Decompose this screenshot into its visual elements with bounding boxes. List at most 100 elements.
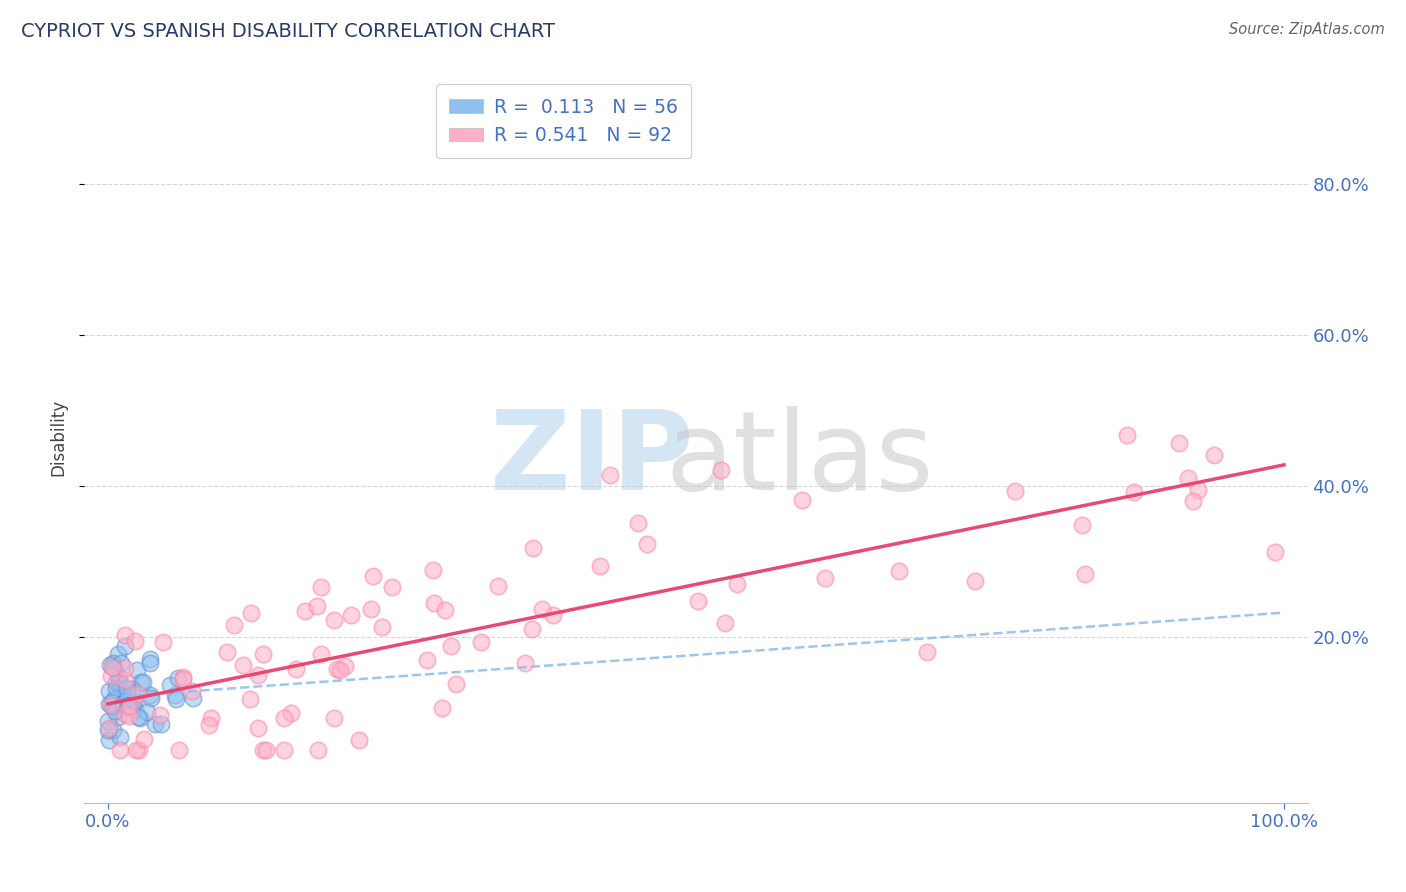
Point — [627, 516, 650, 530]
Point — [333, 658, 356, 673]
Point — [588, 559, 610, 574]
Point — [252, 743, 274, 757]
Point — [370, 620, 392, 634]
Point — [121, 695, 143, 709]
Point — [125, 663, 148, 677]
Point — [117, 701, 139, 715]
Point — [166, 671, 188, 685]
Point — [169, 743, 191, 757]
Point — [127, 687, 149, 701]
Point — [636, 537, 658, 551]
Point — [792, 492, 814, 507]
Point — [129, 675, 152, 690]
Legend:  — [689, 827, 703, 841]
Point — [725, 577, 748, 591]
Point — [108, 679, 131, 693]
Point — [1264, 545, 1286, 559]
Point — [273, 743, 295, 757]
Point — [103, 661, 125, 675]
Point — [513, 657, 536, 671]
Point — [339, 607, 361, 622]
Point — [423, 596, 446, 610]
Point — [254, 743, 277, 757]
Point — [120, 685, 142, 699]
Point — [101, 698, 124, 713]
Point — [104, 681, 127, 695]
Point — [381, 580, 404, 594]
Text: Source: ZipAtlas.com: Source: ZipAtlas.com — [1229, 22, 1385, 37]
Point — [107, 647, 129, 661]
Point — [139, 656, 162, 670]
Point — [101, 695, 124, 709]
Point — [98, 733, 121, 747]
Point — [103, 704, 125, 718]
Point — [181, 691, 204, 706]
Point — [347, 733, 370, 747]
Point — [97, 714, 120, 728]
Point — [108, 693, 131, 707]
Y-axis label: Disability: Disability — [49, 399, 67, 475]
Point — [105, 675, 128, 690]
Point — [108, 731, 131, 745]
Point — [1168, 436, 1191, 450]
Point — [440, 640, 463, 654]
Point — [143, 717, 166, 731]
Point — [1004, 483, 1026, 498]
Point — [1204, 448, 1226, 462]
Point — [101, 657, 124, 671]
Point — [110, 684, 132, 698]
Point — [114, 673, 136, 687]
Point — [139, 688, 162, 702]
Point — [887, 564, 910, 578]
Point — [117, 681, 139, 696]
Point — [285, 662, 308, 676]
Point — [433, 603, 456, 617]
Point — [246, 668, 269, 682]
Point — [100, 669, 122, 683]
Point — [152, 635, 174, 649]
Point — [121, 681, 143, 696]
Text: CYPRIOT VS SPANISH DISABILITY CORRELATION CHART: CYPRIOT VS SPANISH DISABILITY CORRELATIO… — [21, 22, 555, 41]
Point — [1074, 567, 1097, 582]
Point — [710, 463, 733, 477]
Point — [323, 613, 346, 627]
Point — [105, 698, 128, 713]
Point — [117, 682, 139, 697]
Point — [103, 692, 125, 706]
Point — [1187, 483, 1209, 497]
Point — [132, 674, 155, 689]
Point — [309, 647, 332, 661]
Point — [172, 672, 194, 686]
Point — [239, 691, 262, 706]
Point — [98, 697, 121, 711]
Point — [522, 622, 544, 636]
Point — [110, 657, 132, 671]
Point — [240, 606, 263, 620]
Point — [114, 661, 136, 675]
Point — [280, 706, 302, 721]
Point — [714, 615, 737, 630]
Point — [122, 695, 145, 709]
Point — [599, 468, 621, 483]
Point — [307, 599, 329, 614]
Point — [108, 670, 131, 684]
Point — [118, 699, 141, 714]
Point — [165, 688, 187, 702]
Point — [232, 657, 254, 672]
Point — [100, 698, 122, 712]
Point — [139, 690, 162, 705]
Point — [124, 633, 146, 648]
Point — [125, 743, 148, 757]
Point — [165, 692, 187, 706]
Point — [111, 697, 134, 711]
Point — [112, 697, 135, 711]
Point — [222, 618, 245, 632]
Point — [124, 702, 146, 716]
Text: ZIP: ZIP — [491, 406, 693, 513]
Point — [217, 645, 239, 659]
Point — [1123, 485, 1146, 500]
Point — [159, 678, 181, 692]
Point — [139, 652, 162, 666]
Point — [98, 684, 121, 698]
Point — [132, 731, 155, 746]
